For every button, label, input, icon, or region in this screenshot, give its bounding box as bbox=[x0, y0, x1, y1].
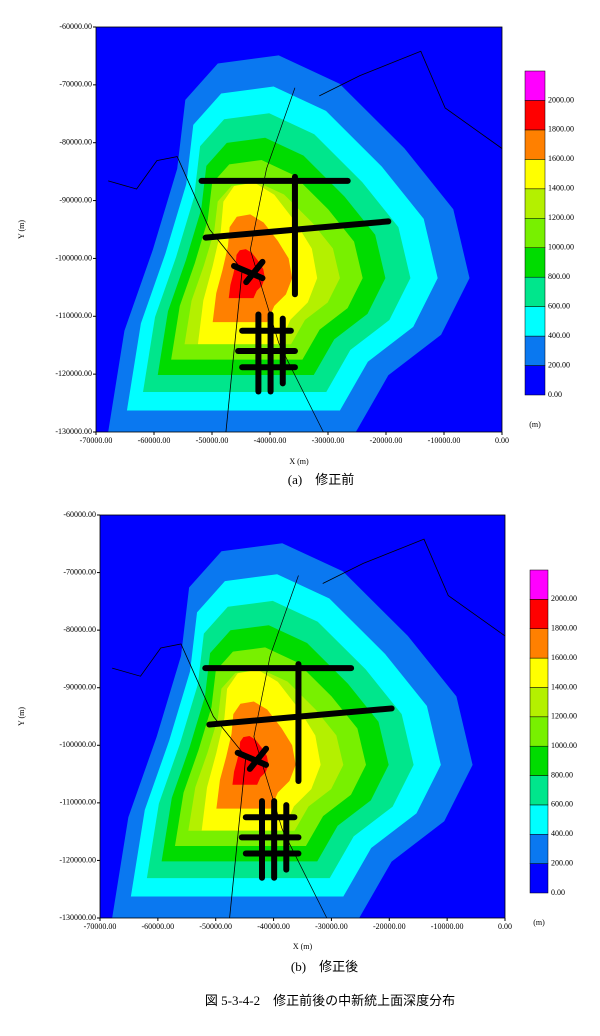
x-tick-label: -40000.00 bbox=[254, 436, 287, 445]
y-tick-label: -80000.00 bbox=[63, 625, 96, 634]
coastline bbox=[319, 50, 503, 149]
colorbar-unit: (m) bbox=[533, 918, 545, 927]
colorbar-box bbox=[524, 159, 546, 190]
colorbar-label: 1800.00 bbox=[548, 125, 574, 134]
x-tick-label: -60000.00 bbox=[138, 436, 171, 445]
colorbar-label: 2000.00 bbox=[548, 95, 574, 104]
colorbar-box bbox=[524, 306, 546, 337]
colorbar-label: 200.00 bbox=[548, 360, 570, 369]
x-tick-label: -50000.00 bbox=[199, 922, 232, 931]
x-tick-label: -70000.00 bbox=[84, 922, 117, 931]
colorbar-label: 1600.00 bbox=[551, 653, 577, 662]
y-tick-label: -90000.00 bbox=[59, 195, 92, 204]
x-tick-label: -40000.00 bbox=[257, 922, 290, 931]
colorbar-label: 600.00 bbox=[548, 301, 570, 310]
colorbar-label: 0.00 bbox=[548, 390, 562, 399]
chart-caption: (b) 修正後 bbox=[291, 959, 358, 974]
x-tick-label: 0.00 bbox=[495, 436, 509, 445]
colorbar-label: 400.00 bbox=[551, 829, 573, 838]
x-tick-label: -30000.00 bbox=[312, 436, 345, 445]
x-tick-label: -50000.00 bbox=[196, 436, 229, 445]
colorbar-box bbox=[529, 628, 549, 659]
colorbar-box bbox=[529, 687, 549, 718]
survey-line bbox=[231, 262, 266, 282]
figure-caption: 図 5-3-4-2 修正前後の中新統上面深度分布 bbox=[205, 993, 455, 1008]
y-tick-label: -120000.00 bbox=[55, 369, 92, 378]
colorbar-label: 800.00 bbox=[551, 770, 573, 779]
y-tick-label: -110000.00 bbox=[56, 311, 92, 320]
y-axis-label: Y (m) bbox=[17, 707, 26, 726]
colorbar-box bbox=[529, 745, 549, 776]
y-tick-label: -70000.00 bbox=[59, 80, 92, 89]
x-axis-label: X (m) bbox=[293, 942, 313, 951]
x-tick-label: -10000.00 bbox=[428, 436, 461, 445]
colorbar-box bbox=[529, 863, 549, 894]
colorbar-box bbox=[524, 365, 546, 396]
colorbar-box bbox=[524, 70, 546, 101]
boundary-line bbox=[249, 87, 324, 433]
y-tick-label: -100000.00 bbox=[55, 253, 92, 262]
colorbar-box bbox=[524, 218, 546, 248]
colorbar-label: 400.00 bbox=[548, 331, 570, 340]
y-tick-label: -120000.00 bbox=[59, 855, 96, 864]
colorbar-box bbox=[529, 834, 549, 864]
colorbar-box bbox=[524, 247, 546, 278]
colorbar-label: 1000.00 bbox=[551, 741, 577, 750]
colorbar-box bbox=[529, 657, 549, 688]
y-tick-label: -70000.00 bbox=[63, 567, 96, 576]
colorbar-label: 2000.00 bbox=[551, 594, 577, 603]
x-tick-label: -70000.00 bbox=[80, 436, 113, 445]
x-tick-label: -60000.00 bbox=[142, 922, 175, 931]
plot-frame bbox=[99, 514, 506, 919]
coastline bbox=[322, 538, 506, 637]
x-tick-label: -20000.00 bbox=[370, 436, 403, 445]
colorbar-box bbox=[524, 100, 546, 131]
colorbar-box bbox=[524, 276, 546, 307]
x-axis-label: X (m) bbox=[289, 457, 309, 466]
colorbar-box bbox=[529, 599, 549, 629]
x-tick-label: -20000.00 bbox=[373, 922, 406, 931]
plot-frame bbox=[95, 26, 503, 433]
y-tick-label: -60000.00 bbox=[59, 22, 92, 31]
colorbar-box bbox=[529, 716, 549, 747]
x-tick-label: -30000.00 bbox=[315, 922, 348, 931]
colorbar-label: 1200.00 bbox=[551, 712, 577, 721]
y-axis-label: Y (m) bbox=[17, 220, 26, 239]
y-tick-label: -100000.00 bbox=[59, 740, 96, 749]
colorbar-box bbox=[524, 129, 546, 160]
y-tick-label: -60000.00 bbox=[63, 510, 96, 519]
y-tick-label: -110000.00 bbox=[60, 798, 96, 807]
colorbar-box bbox=[524, 335, 546, 366]
colorbar-label: 1800.00 bbox=[551, 624, 577, 633]
colorbar-unit: (m) bbox=[529, 420, 541, 429]
boundary-line bbox=[253, 575, 328, 919]
survey-line bbox=[246, 745, 270, 772]
colorbar-label: 1400.00 bbox=[548, 184, 574, 193]
colorbar-box bbox=[529, 775, 549, 806]
colorbar-label: 600.00 bbox=[551, 800, 573, 809]
y-tick-label: -130000.00 bbox=[55, 427, 92, 436]
x-tick-label: -10000.00 bbox=[431, 922, 464, 931]
y-tick-label: -130000.00 bbox=[59, 913, 96, 922]
colorbar-label: 1200.00 bbox=[548, 213, 574, 222]
chart-caption: (a) 修正前 bbox=[288, 472, 354, 487]
survey-line bbox=[243, 258, 266, 286]
x-tick-label: 0.00 bbox=[498, 922, 512, 931]
y-tick-label: -90000.00 bbox=[63, 683, 96, 692]
colorbar-box bbox=[524, 188, 546, 219]
colorbar-label: 1600.00 bbox=[548, 154, 574, 163]
colorbar-box bbox=[529, 569, 549, 600]
colorbar-label: 1400.00 bbox=[551, 682, 577, 691]
survey-line bbox=[234, 749, 270, 768]
y-tick-label: -80000.00 bbox=[59, 138, 92, 147]
colorbar-label: 0.00 bbox=[551, 888, 565, 897]
colorbar-box bbox=[529, 804, 549, 835]
colorbar-label: 1000.00 bbox=[548, 243, 574, 252]
colorbar-label: 200.00 bbox=[551, 858, 573, 867]
colorbar-label: 800.00 bbox=[548, 272, 570, 281]
